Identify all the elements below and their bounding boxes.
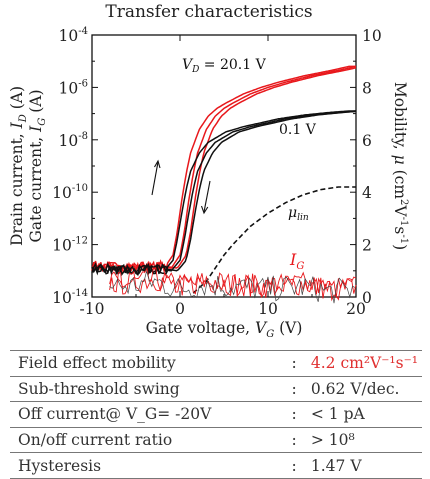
row-label: Field effect mobility (10, 350, 282, 377)
row-value: 4.2 cm²V⁻¹s⁻¹ (306, 350, 422, 377)
y-right-tick-label: 0 (362, 289, 372, 307)
table-row: Off current@ V_G= -20V : < 1 pA (10, 401, 422, 428)
y-right-tick-label: 2 (362, 237, 372, 255)
x-axis-label: Gate voltage, VG (V) (146, 319, 303, 340)
drain-current-sweep (91, 110, 357, 276)
table-row: Field effect mobility : 4.2 cm²V⁻¹s⁻¹ (10, 350, 422, 377)
y-axis-label-left-1: Drain current, ID (A) (8, 86, 29, 246)
row-label: On/off current ratio (10, 427, 282, 454)
row-label: Hysteresis (10, 452, 282, 479)
row-colon: : (281, 376, 307, 403)
table-row: Hysteresis : 1.47 V (10, 452, 422, 479)
gate-current-trace-low (109, 269, 356, 304)
transfer-chart: Transfer characteristics -10 0 10 2010-1410… (8, 2, 409, 340)
drain-current-sweep (91, 65, 357, 274)
x-tick-label: 20 (346, 300, 366, 318)
row-colon: : (281, 427, 307, 454)
row-value: < 1 pA (306, 401, 422, 428)
row-colon: : (281, 452, 307, 479)
x-tick-label: 0 (175, 300, 185, 318)
y-left-tick-label: 10-12 (52, 236, 88, 255)
series-layer (91, 65, 357, 304)
x-tick-label: 10 (258, 300, 278, 318)
y-right-tick-label: 8 (362, 79, 372, 97)
drain-current-sweep (91, 110, 356, 276)
y-axis-label-right: Mobility, μ (cm2V-1s-1) (391, 82, 409, 250)
y-left-tick-label: 10-8 (59, 131, 88, 150)
ig-annotation: IG (289, 250, 304, 272)
table-row: Sub-threshold swing : 0.62 V/dec. (10, 376, 422, 403)
row-colon: : (281, 401, 307, 428)
y-left-tick-label: 10-6 (59, 78, 88, 97)
drain-current-sweep (91, 65, 356, 275)
series-1 (91, 110, 357, 277)
row-value: > 10⁸ (306, 427, 422, 454)
series-3 (109, 267, 357, 304)
drain-current-sweep (91, 67, 357, 275)
y-right-tick-label: 6 (362, 132, 372, 150)
drain-current-sweep (91, 110, 357, 277)
vd-high-annotation: VD = 20.1 V (182, 57, 267, 75)
axis-ticks: -10 0 10 20 10-14 10-12 10-10 10-8 10-6 10-4 0 2 4 6 8… (52, 26, 382, 318)
y-right-tick-label: 10 (362, 27, 382, 45)
mobility-curve (192, 186, 356, 294)
table-row: On/off current ratio : > 10⁸ (10, 427, 422, 454)
device-properties-table: Field effect mobility : 4.2 cm²V⁻¹s⁻¹ Su… (10, 350, 422, 479)
x-tick-label: -10 (80, 300, 105, 318)
row-label: Off current@ V_G= -20V (10, 401, 282, 428)
row-label: Sub-threshold swing (10, 376, 282, 403)
gate-current-trace (109, 270, 357, 302)
y-axis-label-left-2: Gate current, IG (A) (27, 89, 48, 242)
y-left-tick-label: 10-14 (52, 288, 88, 307)
row-colon: : (281, 350, 307, 377)
sweep-down-arrow (200, 180, 211, 215)
series-2 (192, 186, 356, 294)
row-value: 1.47 V (306, 452, 422, 479)
series-0 (91, 65, 357, 275)
mobility-annotation: μlin (288, 205, 309, 223)
row-value: 0.62 V/dec. (306, 376, 422, 403)
sweep-up-arrow (151, 159, 161, 196)
vd-low-annotation: 0.1 V (279, 122, 317, 138)
y-right-tick-label: 4 (362, 184, 372, 202)
y-left-tick-label: 10-10 (52, 183, 88, 202)
chart-title: Transfer characteristics (105, 2, 312, 22)
y-left-tick-label: 10-4 (59, 26, 88, 45)
